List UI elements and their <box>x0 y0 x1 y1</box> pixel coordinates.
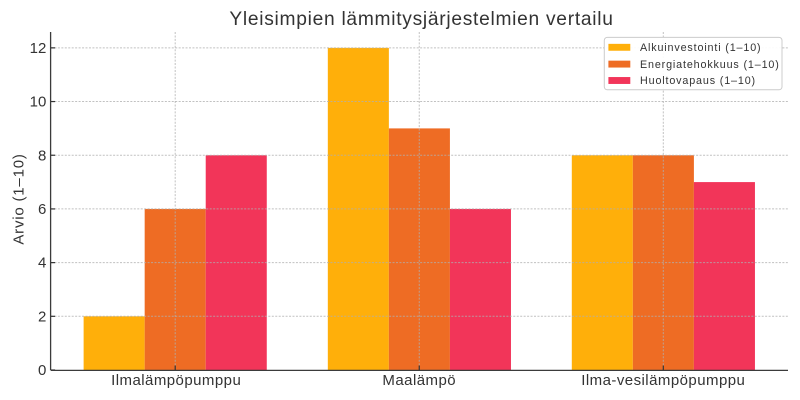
svg-text:Energiatehokkuus (1–10): Energiatehokkuus (1–10) <box>640 59 780 71</box>
svg-text:Yleisimpien lämmitysjärjestelm: Yleisimpien lämmitysjärjestelmien vertai… <box>229 9 613 30</box>
svg-text:10: 10 <box>30 94 47 111</box>
svg-text:Arvio (1–10): Arvio (1–10) <box>11 153 28 244</box>
svg-text:Ilma-vesilämpöpumppu: Ilma-vesilämpöpumppu <box>581 372 745 389</box>
svg-text:Alkuinvestointi (1–10): Alkuinvestointi (1–10) <box>640 42 761 54</box>
svg-text:8: 8 <box>38 147 46 164</box>
svg-text:Huoltovapaus (1–10): Huoltovapaus (1–10) <box>640 75 756 87</box>
svg-text:12: 12 <box>30 40 47 57</box>
svg-text:2: 2 <box>38 308 46 325</box>
svg-text:6: 6 <box>38 201 46 218</box>
svg-text:Ilmalämpöpumppu: Ilmalämpöpumppu <box>111 372 241 389</box>
svg-text:Maalämpö: Maalämpö <box>382 372 456 389</box>
svg-text:0: 0 <box>38 362 46 379</box>
svg-text:4: 4 <box>38 255 46 272</box>
